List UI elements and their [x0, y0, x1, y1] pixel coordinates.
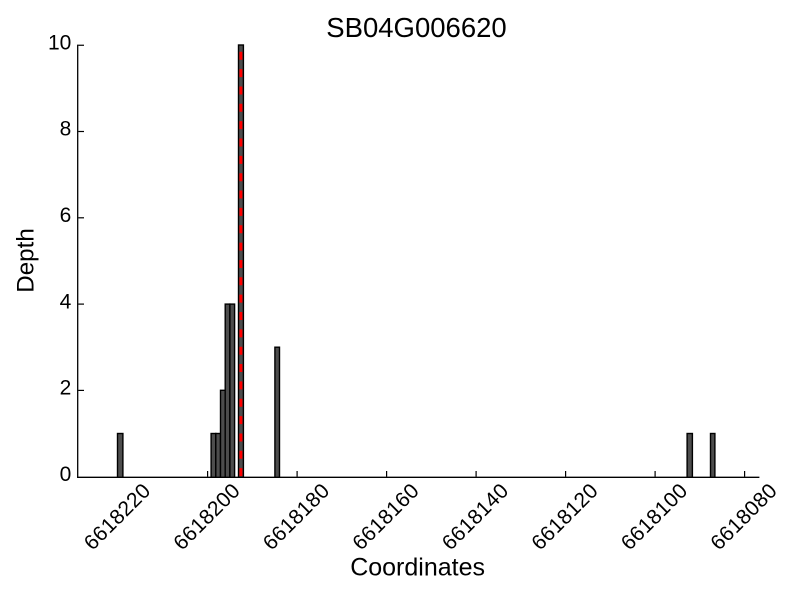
svg-text:10: 10 — [48, 31, 71, 54]
svg-text:8: 8 — [60, 118, 72, 141]
svg-text:6: 6 — [60, 204, 72, 227]
svg-text:Coordinates: Coordinates — [350, 553, 485, 581]
svg-text:2: 2 — [60, 377, 72, 400]
svg-text:SB04G006620: SB04G006620 — [326, 12, 506, 43]
svg-text:4: 4 — [60, 290, 72, 313]
svg-text:Depth: Depth — [13, 228, 40, 293]
svg-text:0: 0 — [60, 463, 72, 486]
